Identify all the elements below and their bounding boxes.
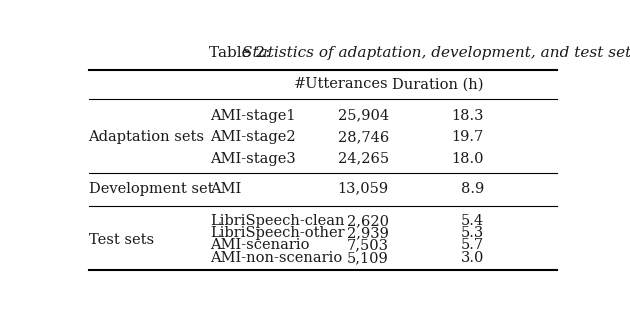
Text: Statistics of adaptation, development, and test sets.: Statistics of adaptation, development, a… bbox=[243, 46, 630, 60]
Text: 25,904: 25,904 bbox=[338, 109, 389, 123]
Text: 7,503: 7,503 bbox=[346, 238, 389, 252]
Text: #Utterances: #Utterances bbox=[294, 77, 389, 91]
Text: AMI-scenario: AMI-scenario bbox=[210, 238, 310, 252]
Text: 18.3: 18.3 bbox=[452, 109, 484, 123]
Text: 2,620: 2,620 bbox=[346, 214, 389, 228]
Text: AMI: AMI bbox=[210, 182, 242, 196]
Text: Table 2:: Table 2: bbox=[209, 46, 275, 60]
Text: 2,939: 2,939 bbox=[347, 226, 389, 240]
Text: 8.9: 8.9 bbox=[461, 182, 484, 196]
Text: 28,746: 28,746 bbox=[338, 130, 389, 144]
Text: 5.3: 5.3 bbox=[461, 226, 484, 240]
Text: Test sets: Test sets bbox=[88, 233, 154, 246]
Text: 5.7: 5.7 bbox=[461, 238, 484, 252]
Text: 13,059: 13,059 bbox=[338, 182, 389, 196]
Text: AMI-stage3: AMI-stage3 bbox=[210, 152, 296, 166]
Text: 19.7: 19.7 bbox=[452, 130, 484, 144]
Text: 3.0: 3.0 bbox=[461, 251, 484, 265]
Text: LibriSpeech-clean: LibriSpeech-clean bbox=[210, 214, 345, 228]
Text: 5.4: 5.4 bbox=[461, 214, 484, 228]
Text: Duration (h): Duration (h) bbox=[392, 77, 484, 91]
Text: 5,109: 5,109 bbox=[347, 251, 389, 265]
Text: LibriSpeech-other: LibriSpeech-other bbox=[210, 226, 345, 240]
Text: AMI-stage1: AMI-stage1 bbox=[210, 109, 296, 123]
Text: AMI-non-scenario: AMI-non-scenario bbox=[210, 251, 343, 265]
Text: AMI-stage2: AMI-stage2 bbox=[210, 130, 296, 144]
Text: 18.0: 18.0 bbox=[452, 152, 484, 166]
Text: Development set: Development set bbox=[88, 182, 213, 196]
Text: 24,265: 24,265 bbox=[338, 152, 389, 166]
Text: Adaptation sets: Adaptation sets bbox=[88, 130, 205, 144]
